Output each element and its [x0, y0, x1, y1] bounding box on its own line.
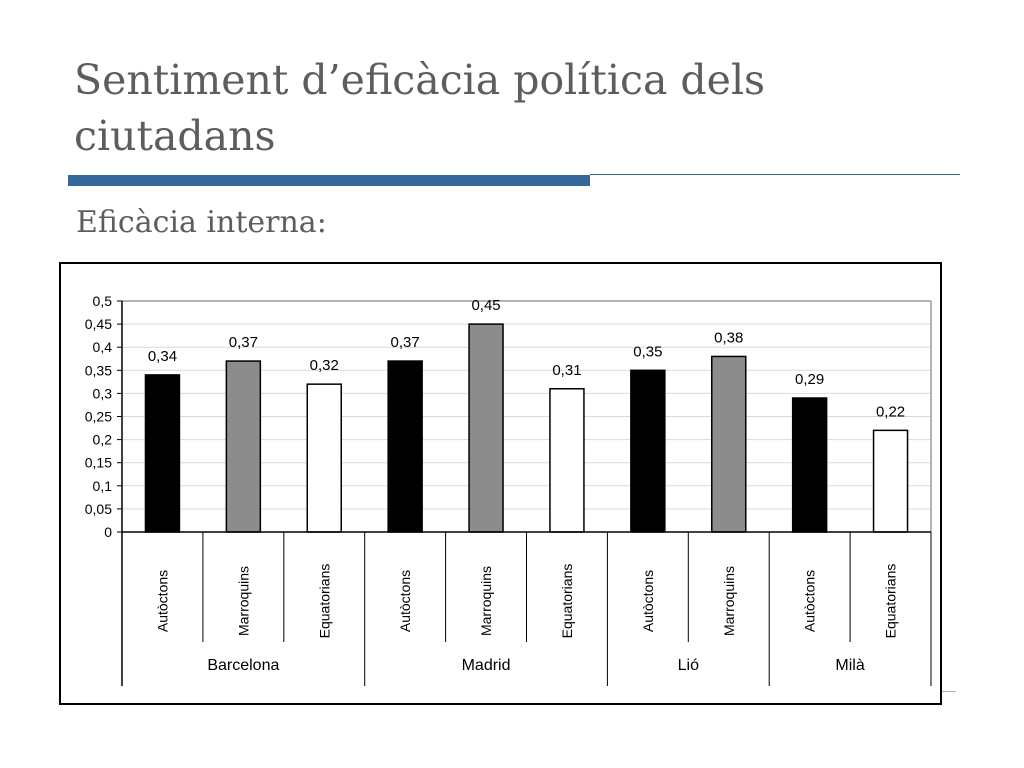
y-tick-label: 0,15 [85, 455, 112, 471]
category-label: Autòctons [397, 570, 413, 632]
y-tick-label: 0,45 [85, 316, 112, 332]
data-label: 0,38 [714, 329, 743, 346]
data-label: 0,31 [552, 362, 581, 379]
bar [387, 360, 423, 533]
y-tick-label: 0,4 [93, 339, 113, 355]
group-label: Milà [835, 657, 864, 674]
category-label: Marroquins [721, 566, 737, 636]
bar [711, 355, 747, 533]
group-label: Lió [678, 657, 699, 674]
y-tick-label: 0,2 [93, 432, 113, 448]
category-label: Autòctons [640, 570, 656, 632]
y-tick-label: 0,35 [85, 362, 112, 378]
category-label: Equatorians [883, 564, 899, 639]
bar [306, 383, 342, 533]
data-label: 0,45 [471, 297, 500, 314]
group-label: Madrid [462, 657, 511, 674]
data-label: 0,37 [391, 334, 420, 351]
slide-title: Sentiment d’eficàcia política dels ciuta… [74, 56, 766, 160]
bar [549, 388, 585, 533]
title-rule-thick [68, 175, 590, 186]
bar [791, 397, 828, 533]
bar [225, 360, 262, 533]
category-label: Marroquins [478, 566, 494, 636]
y-tick-label: 0,5 [93, 293, 113, 309]
title-rule-thin [590, 174, 960, 175]
bar [144, 374, 181, 533]
y-tick-label: 0 [104, 524, 112, 540]
category-label: Equatorians [316, 564, 332, 639]
data-label: 0,35 [633, 343, 662, 360]
y-tick-label: 0,25 [85, 409, 112, 425]
bar [872, 429, 909, 533]
data-label: 0,22 [876, 403, 905, 420]
category-label: Autòctons [154, 570, 170, 632]
bar-chart: 0 0,05 0,1 0,15 0,2 0,25 0,3 0,35 0,4 0,45 0,5 0,34… [85, 293, 932, 686]
bar [630, 369, 666, 533]
category-label: Marroquins [235, 566, 251, 636]
slide-subtitle: Eficàcia interna: [76, 205, 327, 240]
data-label: 0,34 [148, 348, 177, 365]
bar [468, 323, 504, 533]
category-label: Equatorians [559, 564, 575, 639]
y-tick-label: 0,3 [93, 385, 113, 401]
footer-rule [942, 691, 956, 692]
y-tick-label: 0,1 [93, 478, 113, 494]
data-label: 0,32 [310, 357, 339, 374]
chart-frame: 0 0,05 0,1 0,15 0,2 0,25 0,3 0,35 0,4 0,45 0,5 0,34… [59, 262, 942, 705]
group-label: Barcelona [207, 657, 279, 674]
category-label: Autòctons [802, 570, 818, 632]
data-label: 0,29 [795, 371, 824, 388]
y-tick-label: 0,05 [85, 501, 112, 517]
data-label: 0,37 [229, 334, 258, 351]
